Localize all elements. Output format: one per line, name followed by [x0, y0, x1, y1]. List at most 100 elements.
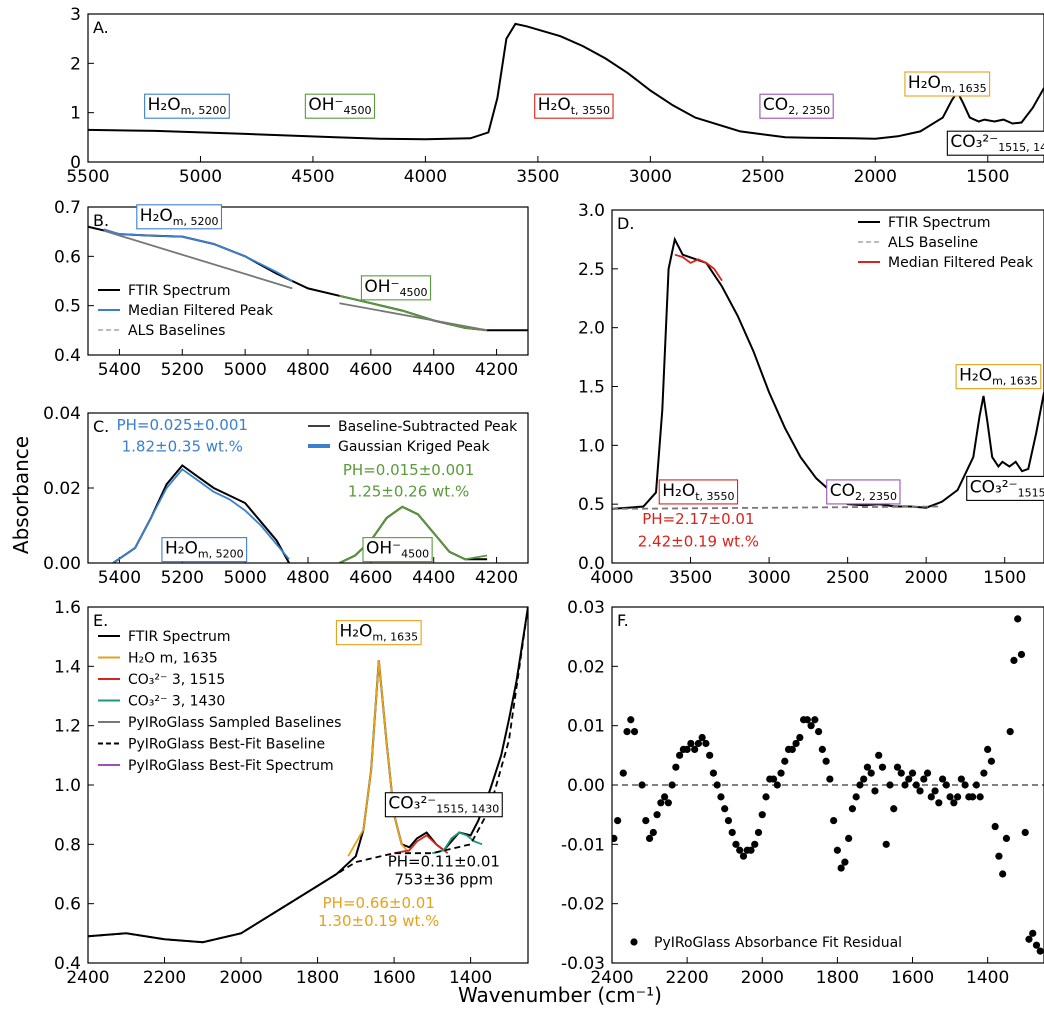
species-box: H₂Om, 5200	[144, 93, 230, 119]
plot-frame	[87, 606, 529, 964]
x-tick-label: 4000	[404, 167, 447, 187]
y-tick-label: 0.6	[54, 895, 81, 915]
svg-text:CO₃²⁻1515, 1430: CO₃²⁻1515, 1430	[388, 794, 499, 816]
svg-text:H₂Om, 1635: H₂Om, 1635	[959, 366, 1038, 388]
species-box: CO₃²⁻1515, 1430	[966, 475, 1044, 501]
residual-point	[660, 793, 669, 801]
residual-point	[938, 775, 947, 783]
svg-text:H₂Ot, 3550: H₂Ot, 3550	[662, 481, 734, 503]
residual-point	[818, 745, 826, 754]
species-box: H₂Om, 1635	[955, 364, 1042, 390]
residual-point	[863, 763, 872, 771]
y-tick-label: 1.0	[578, 436, 605, 456]
residual-point	[672, 763, 680, 771]
x-tick-label: 2400	[590, 968, 633, 988]
residual-point	[980, 769, 988, 777]
residual-point	[886, 781, 894, 789]
y-tick-label: -0.02	[561, 895, 605, 915]
residual-point	[687, 739, 695, 748]
y-tick-label: 0.0	[578, 554, 605, 574]
residual-point	[875, 751, 883, 759]
residual-point	[942, 781, 950, 789]
panel-f: 2400 2200 2000 1800 1600 1400 -0.03 -0.02 -0.01 0…	[561, 598, 1044, 988]
residual-point	[976, 793, 984, 801]
species-box: H₂Ot, 3550	[658, 479, 739, 505]
residual-point	[1021, 828, 1029, 837]
residual-point	[995, 852, 1003, 860]
residual-point	[920, 775, 928, 783]
x-tick-label: 2200	[143, 968, 186, 988]
residual-point	[709, 769, 718, 777]
legend-label: Median Filtered Peak	[888, 255, 1034, 271]
residual-point	[901, 781, 909, 789]
value-annotation: PH=2.17±0.01	[642, 510, 754, 528]
plot-frame	[611, 209, 1044, 564]
y-tick-label: 1.4	[54, 657, 81, 677]
x-tick-label: 1600	[891, 968, 934, 988]
legend-label: Baseline-Subtracted Peak	[338, 419, 518, 435]
x-tick-label: 2000	[219, 968, 262, 988]
x-tick-label: 5400	[98, 360, 141, 380]
plot-frame	[87, 206, 529, 356]
residual-point	[833, 846, 841, 854]
residual-point	[732, 840, 740, 848]
panel-a: 5500 5000 4500 4000 3500 3000 2500 2000 1500 0 1 2 3…	[66, 5, 1044, 187]
panel-e: 2400 2200 2000 1800 1600 1400 0.4 0.6 0.8 1.0 1.2 1…	[54, 598, 529, 988]
y-tick-label: 1.6	[54, 598, 81, 618]
residual-point	[721, 805, 729, 813]
residual-point	[890, 805, 898, 813]
x-tick-label: 4800	[286, 360, 329, 380]
value-annotation: PH=0.015±0.001	[343, 461, 474, 479]
residual-point	[724, 817, 733, 825]
residual-point	[1017, 650, 1026, 659]
series-line	[112, 468, 290, 563]
y-tick-label: 0.4	[54, 346, 81, 366]
residual-point	[657, 799, 665, 807]
residual-point	[627, 716, 635, 724]
legend-label: PyIRoGlass Absorbance Fit Residual	[654, 935, 902, 951]
species-box: OH⁻4500	[304, 93, 376, 119]
x-axis-title: Wavenumber (cm⁻¹)	[458, 983, 662, 1007]
plot-frame	[87, 13, 1044, 163]
species-box: H₂Om, 1635	[904, 71, 991, 97]
x-tick-label: 5000	[179, 167, 222, 187]
residual-point	[860, 775, 868, 783]
residual-point	[612, 834, 618, 842]
residual-point	[897, 769, 905, 777]
residual-point	[984, 745, 992, 754]
residual-point	[619, 769, 627, 777]
svg-text:H₂Om, 1635: H₂Om, 1635	[908, 73, 987, 95]
y-tick-label: 1.2	[54, 717, 81, 737]
residual-point	[811, 716, 819, 724]
residual-point	[950, 799, 958, 807]
svg-text:CO2, 2350: CO2, 2350	[830, 481, 897, 503]
legend: FTIR Spectrum Median Filtered Peak ALS Bas…	[98, 283, 274, 339]
legend-label: ALS Baseline	[888, 235, 978, 251]
x-tick-label: 4200	[475, 360, 518, 380]
legend-marker	[630, 938, 638, 946]
panel-label: A.	[93, 18, 109, 37]
plot-frame	[611, 606, 1044, 964]
residual-point	[893, 763, 902, 771]
x-tick-label: 1400	[449, 968, 492, 988]
legend-label: H₂O m, 1635	[128, 651, 218, 667]
residual-point	[969, 793, 977, 801]
residual-point	[739, 852, 748, 860]
species-box: OH⁻4500	[360, 275, 432, 301]
residual-point	[1029, 929, 1037, 937]
x-tick-label: 5200	[161, 360, 204, 380]
y-tick-label: -0.03	[561, 954, 605, 974]
x-tick-label: 1500	[966, 167, 1009, 187]
residual-point	[830, 817, 838, 825]
residual-point	[769, 775, 778, 783]
residual-point	[935, 799, 943, 807]
y-tick-label: 0.02	[567, 657, 605, 677]
y-tick-label: 1.0	[54, 776, 81, 796]
residual-point	[1036, 947, 1044, 955]
legend-label: PyIRoGlass Best-Fit Spectrum	[128, 758, 334, 774]
residual-point	[807, 722, 815, 730]
y-tick-label: 0.03	[567, 598, 605, 618]
y-tick-label: 0.02	[43, 479, 81, 499]
residual-point	[694, 739, 703, 748]
residual-point	[841, 858, 849, 866]
